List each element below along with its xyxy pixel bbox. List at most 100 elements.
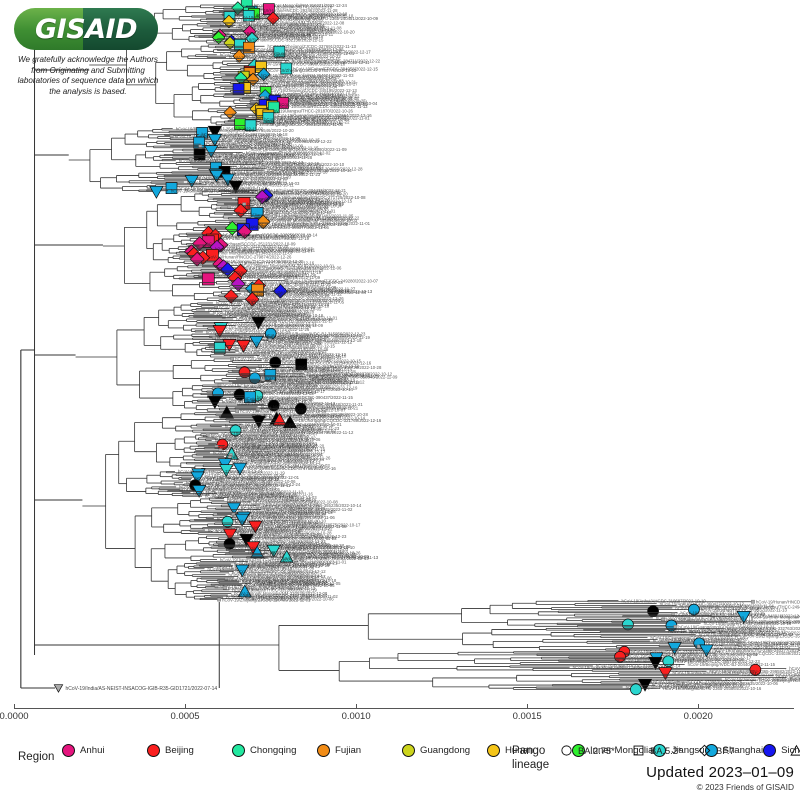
legend-lineage-item[interactable]: BA.2.75*	[560, 742, 632, 759]
tree-tip-label: hCoV-19/Inner Mongolia/NM-299476/2022-12…	[259, 199, 353, 204]
legend-region-item[interactable]: Fujian	[317, 742, 402, 759]
legend-region-item[interactable]: Sichuan	[763, 742, 800, 759]
tree-internal-node	[222, 586, 227, 590]
tree-tip-marker[interactable]	[204, 145, 219, 159]
tree-tip-marker[interactable]	[213, 342, 226, 354]
tree-tip-marker[interactable]	[209, 169, 224, 183]
tree-tip-marker[interactable]	[251, 316, 266, 330]
tree-tip-marker[interactable]	[234, 513, 250, 527]
legend-lineage-item[interactable]: BQ.1.1	[790, 742, 800, 759]
tree-internal-node	[169, 134, 174, 139]
tree-tip-label: hCoV-19/Chongqing/CQCDC-397489/2022-12-0…	[219, 445, 314, 450]
tree-tip-label: hCoV-19/Inner Mongolia/NM-320288/2022-10…	[275, 412, 369, 417]
legend-region-item[interactable]: Jiangsu	[653, 742, 705, 759]
legend-region-item[interactable]: Beijing	[147, 742, 232, 759]
tree-tip-marker[interactable]	[229, 424, 242, 437]
tree-tip-marker[interactable]	[239, 534, 254, 547]
tree-tip-marker[interactable]	[273, 45, 286, 58]
tree-tip-marker[interactable]	[630, 683, 642, 696]
tree-tip-marker[interactable]	[207, 133, 223, 147]
tree-tip-label: hCoV-19/Sichuan/SCCDC-291220/2022-10-22	[225, 424, 314, 429]
tree-tip-label: hCoV-19/Jiangsu/THCC-213408/2022-12-25	[219, 259, 304, 264]
tree-tip-marker[interactable]	[658, 667, 673, 681]
tree-tip-marker[interactable]	[211, 30, 226, 45]
tree-tip-marker[interactable]	[256, 67, 271, 82]
tree-tip-marker[interactable]	[220, 262, 236, 277]
tree-tip-marker[interactable]	[219, 464, 234, 478]
tree-tip-marker[interactable]	[254, 189, 270, 205]
legend-region-item[interactable]: Chongqing	[232, 742, 317, 759]
tree-tip-marker[interactable]	[201, 272, 215, 286]
tree-tip-marker[interactable]	[220, 173, 236, 187]
tree-tip-marker[interactable]	[637, 678, 653, 692]
tree-tip-marker[interactable]	[262, 3, 275, 15]
tree-tip-marker[interactable]	[221, 515, 234, 528]
tree-tip-marker[interactable]	[736, 611, 751, 624]
tree-tip-marker[interactable]	[216, 438, 229, 451]
tree-tip-marker[interactable]	[184, 175, 200, 189]
legend-region-item[interactable]: Shanghai	[704, 742, 763, 759]
tree-tip-marker[interactable]	[244, 119, 257, 132]
tree-tip-marker[interactable]	[264, 368, 277, 381]
tree-tip-marker[interactable]	[222, 528, 238, 542]
tree-internal-node	[798, 647, 800, 651]
legend-region-item[interactable]: Anhui	[62, 742, 147, 759]
tree-tip-marker[interactable]	[149, 185, 164, 199]
tree-tip-marker[interactable]	[255, 214, 271, 230]
tree-tip-marker[interactable]	[266, 544, 281, 558]
tree-tip-marker[interactable]	[295, 402, 307, 415]
tree-tip-marker[interactable]	[251, 283, 264, 297]
legend-region-item[interactable]: Inner Mongolia	[572, 742, 653, 759]
tree-tip-marker[interactable]	[237, 224, 253, 239]
tree-tip-marker[interactable]	[280, 62, 293, 75]
tree-tip-marker[interactable]	[749, 663, 762, 676]
tree-tip-label: hCoV-19/Shanghai/SJTU-2365-285359/2022-1…	[257, 29, 356, 34]
tree-tip-marker[interactable]	[53, 684, 64, 693]
tree-tip-marker[interactable]	[249, 335, 264, 349]
tree-internal-node	[676, 681, 681, 685]
tree-tip-marker[interactable]	[269, 356, 282, 369]
tree-tip-label: hCoV-19/Guangdong/GDCDC-258342/2022-12-0…	[236, 317, 333, 322]
tree-tip-label: hCoV-19/Sichuan/SCCDC-325277/2022-10-05	[233, 306, 322, 311]
legend-pango-items: BA.2.75*BA.5.2*BF.7BQ.1.1Other lineage	[560, 742, 800, 759]
tree-tip-marker[interactable]	[667, 642, 682, 656]
tree-tip-marker[interactable]	[648, 657, 663, 670]
tree-tip-marker[interactable]	[251, 415, 266, 429]
tree-tip-marker[interactable]	[224, 220, 240, 236]
tree-tip-marker[interactable]	[244, 291, 260, 307]
tree-tip-marker[interactable]	[226, 502, 242, 516]
tree-tip-marker[interactable]	[207, 396, 223, 409]
tree-tip-marker[interactable]	[273, 283, 288, 299]
tree-tip-marker[interactable]	[699, 644, 714, 658]
legend-lineage-item[interactable]: BA.5.2*	[632, 742, 698, 759]
tree-tip-marker[interactable]	[244, 391, 256, 404]
tree-tip-marker[interactable]	[193, 148, 206, 161]
tree-tip-label: hCoV-19/Hunan/HNCDC-229950/2022-11-22	[194, 157, 281, 162]
tree-tip-marker[interactable]	[236, 340, 251, 353]
tree-tip-marker[interactable]	[212, 325, 227, 339]
tree-tip-marker[interactable]	[237, 584, 252, 598]
tree-tip-marker[interactable]	[207, 125, 223, 139]
legend-lineage-item[interactable]: BF.7	[698, 742, 790, 759]
tree-tip-marker[interactable]	[282, 415, 298, 429]
gisaid-logo-dark-half	[83, 8, 158, 50]
tree-tip-marker[interactable]	[266, 11, 280, 26]
tree-tip-marker[interactable]	[248, 520, 263, 534]
tree-tip-marker[interactable]	[228, 180, 243, 194]
tree-tip-marker[interactable]	[295, 358, 308, 371]
tree-tip-marker[interactable]	[231, 1, 245, 15]
tree-tip-marker[interactable]	[262, 111, 275, 124]
tree-tip-marker[interactable]	[688, 603, 700, 616]
tree-tip-marker[interactable]	[232, 83, 245, 95]
tree-tip-marker[interactable]	[190, 471, 205, 485]
tree-tip-marker[interactable]	[267, 399, 280, 412]
legend-region-item[interactable]: Hunan	[487, 742, 572, 759]
tree-tip-marker[interactable]	[165, 182, 178, 194]
tree-tip-marker[interactable]	[232, 462, 248, 476]
tree-tip-label: hCoV-19/Hunan/HNCDC-292462/2022-11-28	[252, 8, 339, 13]
tree-tip-marker[interactable]	[279, 549, 294, 563]
tree-tip-marker[interactable]	[232, 49, 247, 63]
tree-tip-label: hCoV-19/Anhui/AHCDC-385702/2022-12-23	[675, 659, 760, 664]
legend-region-item[interactable]: Guangdong	[402, 742, 487, 759]
tree-tip-marker[interactable]	[235, 564, 250, 578]
